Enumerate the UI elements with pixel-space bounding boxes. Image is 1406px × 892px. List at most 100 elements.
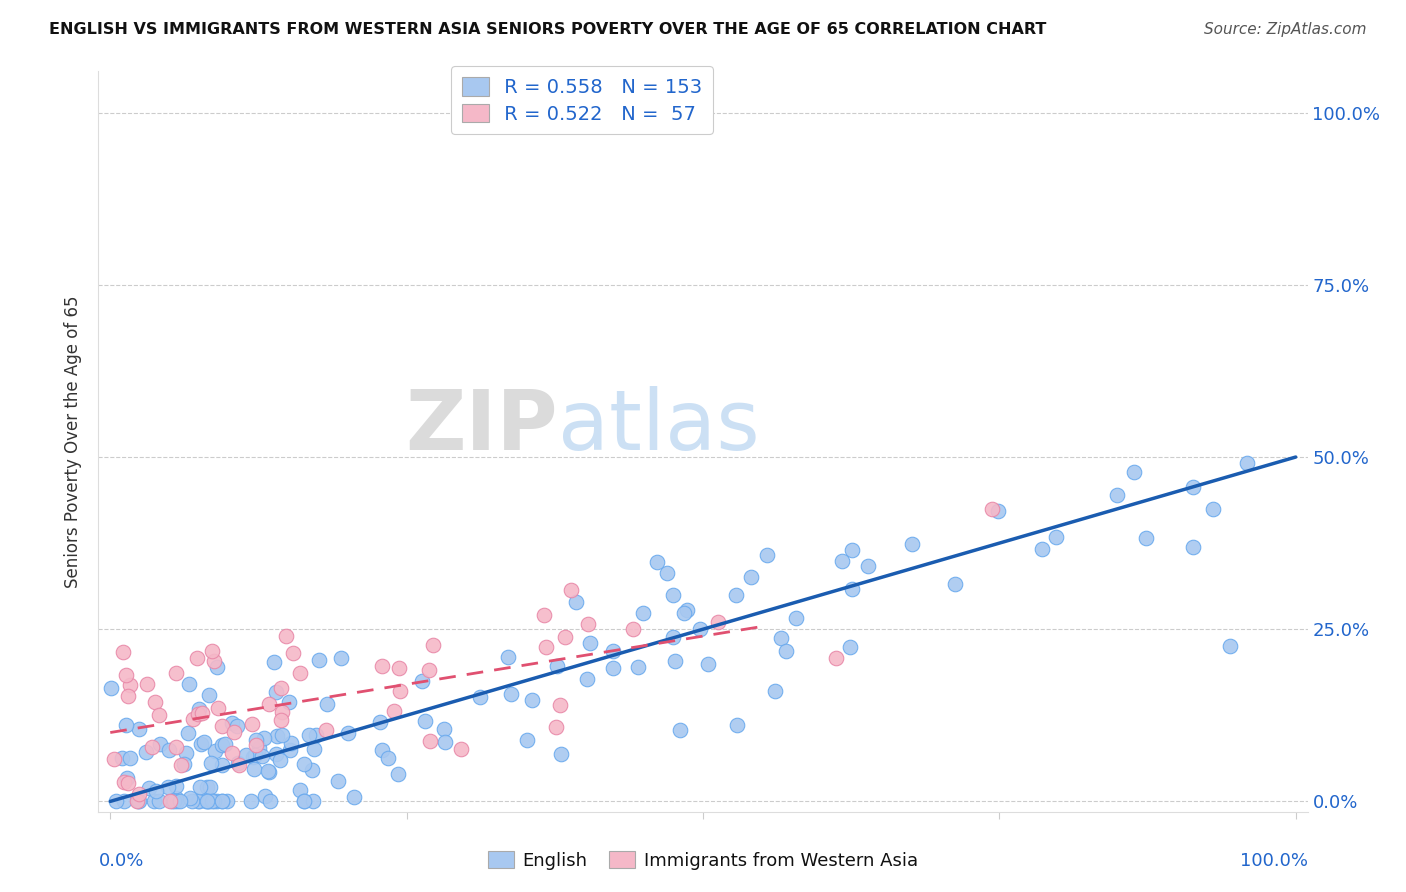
Point <box>173 756 195 771</box>
Point <box>546 658 568 673</box>
Point <box>565 595 588 609</box>
Point <box>191 706 214 720</box>
Point <box>112 794 135 808</box>
Point <box>165 666 187 681</box>
Point <box>548 698 571 712</box>
Point <box>856 559 879 574</box>
Point <box>120 678 142 692</box>
Point <box>337 726 360 740</box>
Point <box>655 566 678 580</box>
Text: atlas: atlas <box>558 386 759 467</box>
Text: 100.0%: 100.0% <box>1240 853 1308 871</box>
Point <box>145 784 167 798</box>
Point <box>627 660 650 674</box>
Point <box>207 701 229 715</box>
Point <box>214 737 236 751</box>
Point <box>257 697 280 711</box>
Point <box>645 555 668 569</box>
Point <box>288 665 311 680</box>
Point <box>785 610 807 624</box>
Point <box>343 789 366 804</box>
Point <box>127 794 149 808</box>
Point <box>149 737 172 751</box>
Text: ZIP: ZIP <box>405 386 558 467</box>
Point <box>278 695 301 709</box>
Point <box>103 752 125 766</box>
Point <box>775 644 797 658</box>
Point <box>901 537 924 551</box>
Point <box>270 706 292 720</box>
Point <box>197 688 219 702</box>
Point <box>841 582 863 596</box>
Point <box>1182 540 1205 554</box>
Point <box>202 794 225 808</box>
Point <box>148 794 170 808</box>
Point <box>1202 502 1225 516</box>
Point <box>221 716 243 731</box>
Point <box>169 758 191 772</box>
Point <box>450 742 472 756</box>
Point <box>1219 639 1241 653</box>
Point <box>278 742 301 756</box>
Point <box>516 733 538 747</box>
Text: Source: ZipAtlas.com: Source: ZipAtlas.com <box>1204 22 1367 37</box>
Point <box>179 676 201 690</box>
Point <box>419 733 441 747</box>
Point <box>239 794 262 808</box>
Point <box>763 684 786 698</box>
Point <box>180 794 202 808</box>
Point <box>631 607 654 621</box>
Point <box>198 794 221 808</box>
Point <box>602 644 624 658</box>
Point <box>305 728 328 742</box>
Point <box>228 758 250 772</box>
Point <box>190 780 212 794</box>
Text: 0.0%: 0.0% <box>98 853 143 871</box>
Point <box>169 794 191 808</box>
Point <box>575 672 598 686</box>
Point <box>165 780 187 794</box>
Point <box>676 603 699 617</box>
Point <box>831 554 853 568</box>
Point <box>112 645 135 659</box>
Point <box>496 650 519 665</box>
Point <box>204 744 226 758</box>
Point <box>302 741 325 756</box>
Point <box>433 735 456 749</box>
Point <box>211 758 233 772</box>
Point <box>411 674 433 689</box>
Point <box>117 689 139 703</box>
Point <box>770 632 793 646</box>
Point <box>145 696 167 710</box>
Point <box>104 794 127 808</box>
Point <box>371 659 394 673</box>
Point <box>292 794 315 808</box>
Point <box>470 690 492 704</box>
Point <box>197 794 219 808</box>
Point <box>270 713 292 727</box>
Point <box>839 640 862 654</box>
Point <box>245 738 267 752</box>
Point <box>245 747 267 762</box>
Point <box>125 794 148 808</box>
Point <box>165 739 187 754</box>
Point <box>114 718 136 732</box>
Point <box>242 750 264 764</box>
Point <box>943 577 966 591</box>
Point <box>179 790 201 805</box>
Point <box>280 736 302 750</box>
Point <box>115 771 138 785</box>
Point <box>221 746 243 760</box>
Point <box>243 762 266 776</box>
Point <box>250 749 273 764</box>
Point <box>148 707 170 722</box>
Point <box>198 780 221 794</box>
Point <box>205 794 228 808</box>
Point <box>276 629 298 643</box>
Point <box>211 739 233 753</box>
Point <box>253 789 276 803</box>
Point <box>194 794 217 808</box>
Point <box>163 794 186 808</box>
Point <box>187 794 209 808</box>
Point <box>382 705 405 719</box>
